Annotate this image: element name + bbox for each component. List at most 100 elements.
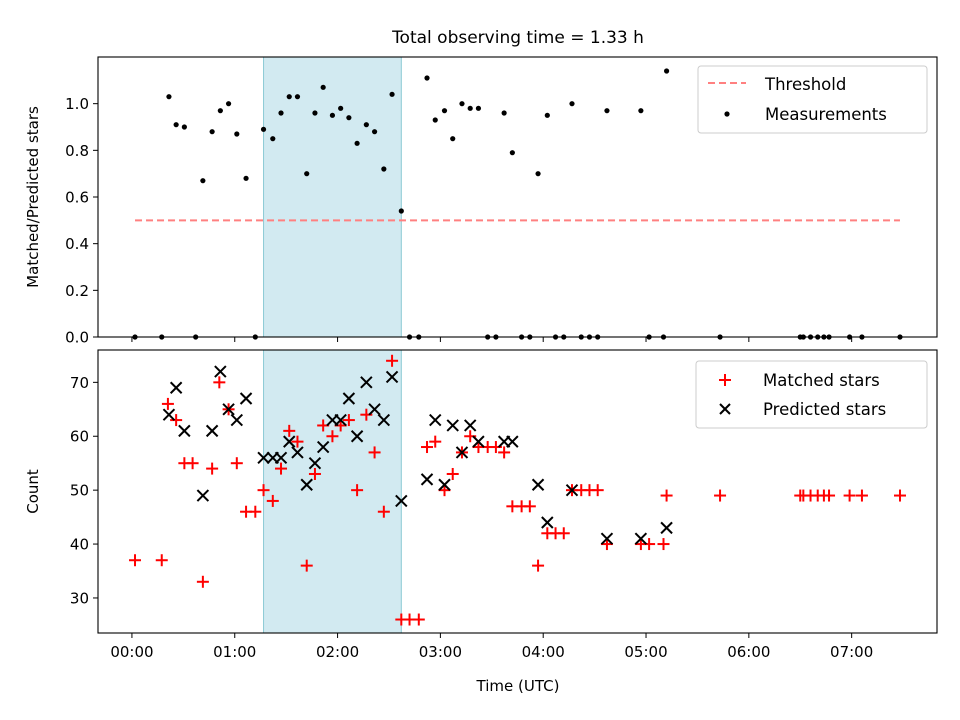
matched-star-point [206, 462, 219, 475]
predicted-star-point [257, 451, 270, 465]
measurement-point [371, 129, 378, 135]
matched-star-point [351, 484, 364, 497]
matched-star-point [657, 538, 670, 551]
matched-star-point [498, 446, 511, 459]
axes-frame [97, 349, 938, 634]
chart-title: Total observing time = 1.33 h [391, 28, 644, 48]
matched-star-point [275, 462, 288, 475]
measurement-point [294, 94, 301, 100]
matched-star-point [421, 441, 434, 454]
y-tick-label: 70 [70, 374, 89, 392]
y-tick-label: 40 [70, 536, 89, 554]
measurement-point [638, 108, 644, 114]
matched-star-point [155, 554, 168, 567]
matched-star-point [291, 435, 304, 448]
matched-star-point [823, 489, 836, 502]
y-axis-label: Count [24, 469, 42, 514]
matched-star-point [429, 435, 442, 448]
predicted-star-point [463, 419, 477, 432]
predicted-star-point [446, 419, 459, 432]
measurement-point [535, 171, 541, 177]
y-tick-label: 0.4 [65, 235, 89, 253]
predicted-star-point [205, 424, 219, 438]
measurement-point [338, 105, 344, 111]
legend-predicted-label: Predicted stars [763, 400, 886, 419]
x-tick-label: 02:00 [316, 643, 359, 661]
measurement-point [398, 208, 404, 214]
y-axis-ticks: 30 40 50 60 70 [70, 374, 98, 607]
matched-star-point [660, 489, 673, 502]
predicted-star-point [420, 473, 434, 486]
matched-star-point [213, 376, 226, 389]
legend-measurements-label: Measurements [765, 105, 887, 124]
predicted-star-point [438, 478, 451, 491]
y-tick-label: 1.0 [65, 95, 89, 113]
axes-frame [97, 56, 938, 338]
x-axis-ticks [131, 337, 853, 342]
predicted-star-point [162, 408, 176, 421]
predicted-star-point [274, 451, 288, 465]
measurement-point [181, 124, 187, 130]
matched-star-point [300, 559, 313, 572]
measurement-point [320, 84, 326, 90]
measurement-point [604, 108, 610, 114]
matched-star-point [855, 489, 868, 502]
measurement-point [278, 110, 284, 116]
legend-box [697, 65, 928, 134]
predicted-star-point [377, 413, 391, 427]
predicted-star-point [222, 403, 235, 416]
measurement-point [329, 112, 336, 118]
predicted-star-point [429, 413, 442, 427]
matched-star-point [368, 446, 381, 459]
predicted-star-point [350, 430, 364, 443]
legend-box [695, 360, 928, 429]
matched-star-point [523, 500, 536, 513]
measurement-point [234, 131, 240, 137]
matched-star-point [186, 457, 199, 470]
matched-star-point [257, 484, 270, 497]
measurement-point [200, 178, 206, 184]
predicted-star-point [395, 494, 408, 508]
measurement-point [270, 136, 276, 142]
matched-star-point [230, 457, 243, 470]
measurement-point [432, 117, 438, 123]
measurement-point [166, 94, 172, 100]
measurement-point [260, 126, 267, 132]
x-tick-label: 06:00 [727, 643, 770, 661]
legend: Matched stars Predicted stars [695, 360, 928, 429]
predicted-star-point [455, 446, 469, 459]
measurement-point [286, 94, 292, 100]
y-tick-label: 50 [70, 482, 89, 500]
x-tick-label: 04:00 [522, 643, 565, 661]
legend-matched-swatch [719, 374, 731, 386]
matched-star-point [377, 505, 390, 518]
predicted-stars-points [162, 365, 673, 545]
predicted-star-point [472, 435, 485, 448]
matched-star-point [557, 527, 570, 540]
matched-star-point [308, 467, 321, 480]
matched-star-point [342, 414, 355, 427]
y-tick-label: 0.0 [65, 329, 89, 347]
matched-star-point [386, 354, 399, 367]
count-axes: 30 40 50 60 70 00:00 01:00 02:00 03:00 04:00 05:0… [24, 349, 938, 695]
predicted-star-point [169, 381, 183, 394]
measurement-point [243, 175, 249, 181]
y-tick-label: 30 [70, 589, 89, 607]
measurement-point [346, 115, 352, 121]
matched-star-point [412, 613, 425, 626]
predicted-star-point [565, 483, 579, 497]
ratio-axes: 0.0 0.2 0.4 0.6 0.8 1.0 Matched/Predicted sta… [24, 56, 938, 347]
predicted-star-point [291, 446, 304, 459]
matched-star-point [591, 484, 604, 497]
matched-star-point [532, 559, 545, 572]
predicted-star-point [506, 435, 519, 448]
matched-star-point [266, 494, 279, 507]
matched-star-point [249, 505, 262, 518]
y-axis-ticks: 0.0 0.2 0.4 0.6 0.8 1.0 [65, 95, 98, 347]
legend-matched-label: Matched stars [763, 371, 880, 390]
legend-measurements-swatch [724, 111, 730, 117]
measurement-point [467, 105, 473, 111]
legend-threshold-label: Threshold [764, 75, 846, 94]
measurement-point [381, 166, 387, 172]
matched-star-point [170, 414, 183, 427]
